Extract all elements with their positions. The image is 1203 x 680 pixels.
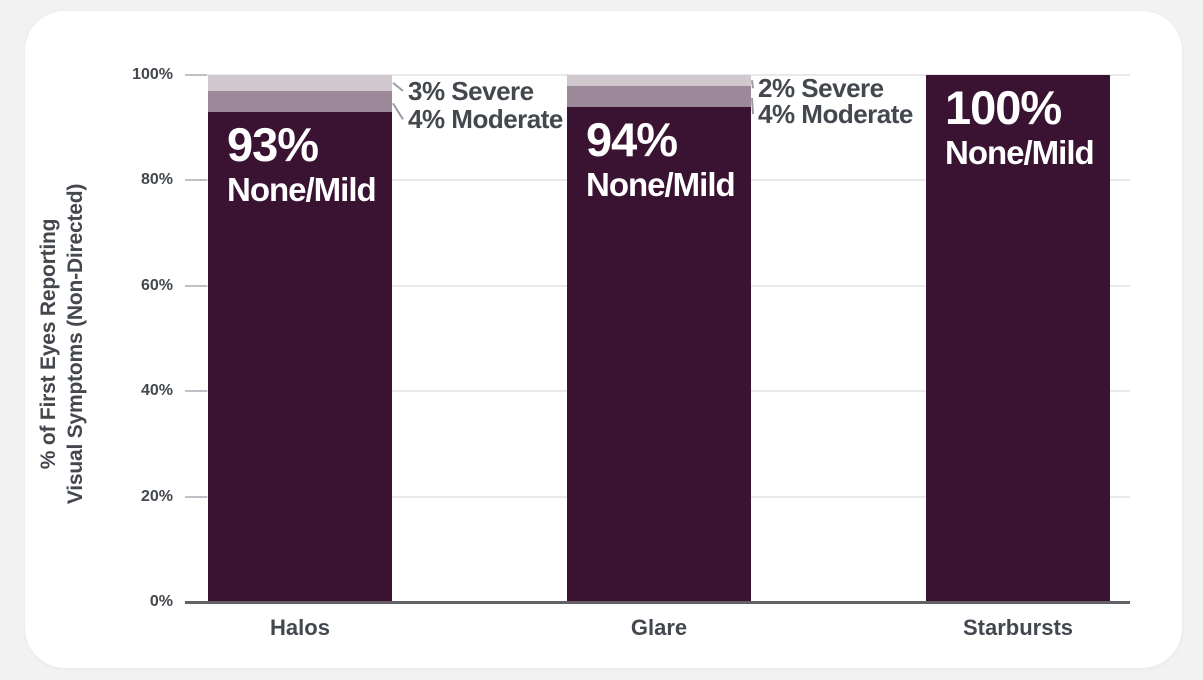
y-axis-tick-label: 60% xyxy=(140,276,173,294)
bar-segment-none-mild xyxy=(567,106,751,602)
bar-severity-label: None/Mild xyxy=(945,134,1095,171)
y-tick-mark xyxy=(185,495,207,498)
category-label-halos: Halos xyxy=(270,615,330,640)
bar-segment-none-mild xyxy=(926,75,1110,602)
y-tick-mark xyxy=(185,179,207,182)
segment-annotation: 4% Moderate xyxy=(758,99,913,130)
y-tick-mark xyxy=(185,390,207,393)
segment-annotation: 2% Severe xyxy=(758,73,884,104)
y-axis-tick-label: 0% xyxy=(149,593,173,610)
bar-value-label: 100% xyxy=(945,81,1062,134)
bar-value-label-group: 100% None/Mild xyxy=(945,81,1095,173)
y-tick-mark xyxy=(185,284,207,287)
x-axis-line xyxy=(185,600,1130,604)
y-axis-tick-label: 80% xyxy=(140,171,173,189)
category-label-starbursts: Starbursts xyxy=(962,615,1074,640)
y-axis-tick-label: 20% xyxy=(140,487,173,505)
bar-segment-moderate xyxy=(567,85,751,107)
y-axis-tick-label: 40% xyxy=(140,382,173,400)
segment-annotation: 4% Moderate xyxy=(408,104,563,135)
category-label-glare: Glare xyxy=(630,615,688,640)
bar-severity-label: None/Mild xyxy=(586,165,736,203)
bar-value-label: 93% xyxy=(227,117,319,171)
bar-value-label: 94% xyxy=(586,112,678,166)
y-tick-mark xyxy=(185,74,207,76)
bar-segment-severe xyxy=(567,75,751,86)
bar-severity-label: None/Mild xyxy=(227,170,377,208)
bar-value-label-group: 94% None/Mild xyxy=(586,112,736,205)
bar-segment-moderate xyxy=(208,90,392,112)
bar-value-label-group: 93% None/Mild xyxy=(227,117,377,210)
bar-segment-none-mild xyxy=(208,111,392,602)
segment-annotation: 3% Severe xyxy=(408,75,534,106)
bar-segment-severe xyxy=(208,75,392,91)
y-axis-tick-label: 100% xyxy=(132,66,173,83)
